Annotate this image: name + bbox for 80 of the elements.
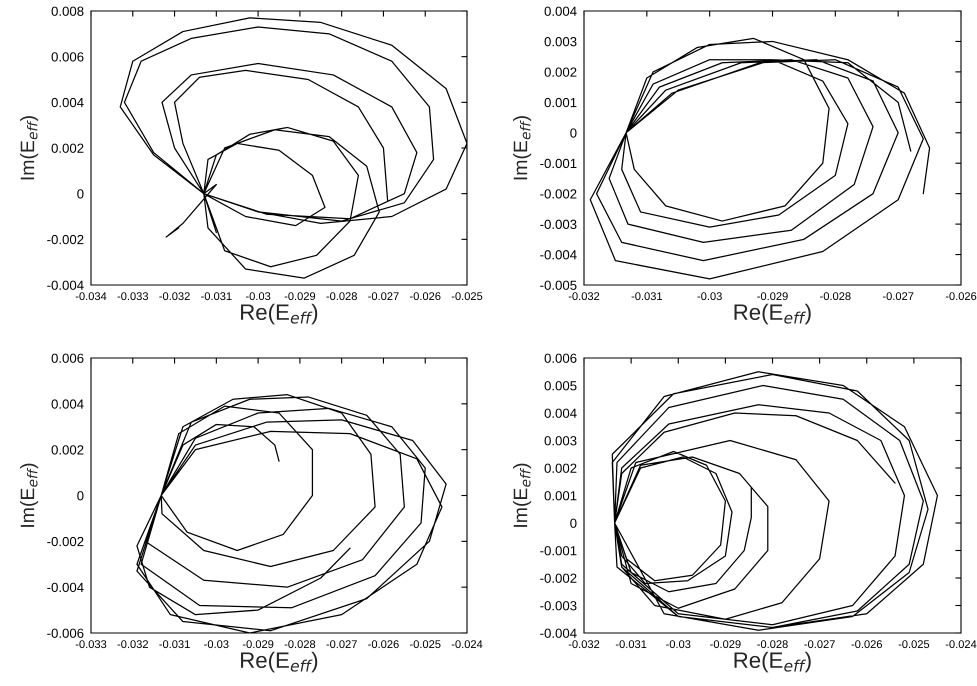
x-tick-label: -0.028 (326, 292, 357, 300)
y-tick-label: 0 (77, 189, 84, 199)
y-tick-label: 0.006 (544, 354, 576, 363)
x-tick-label: -0.032 (568, 292, 600, 300)
y-tick-label: 0.008 (52, 6, 84, 16)
y-tick-label: 0.002 (52, 445, 84, 455)
y-tick-label: -0.002 (540, 574, 576, 583)
x-tick-label: -0.029 (284, 292, 316, 300)
x-tick-label: -0.027 (882, 292, 914, 300)
y-tick-label: -0.004 (47, 280, 84, 290)
x-tick-label: -0.026 (946, 292, 976, 300)
x-tick-label: -0.027 (326, 640, 357, 648)
x-tick-label: -0.033 (76, 640, 106, 648)
x-tick-label: -0.028 (284, 640, 316, 648)
x-tick-label: -0.032 (159, 292, 190, 300)
y-tick-label: -0.004 (540, 250, 577, 260)
y-tick-label: -0.004 (540, 628, 577, 638)
y-tick-label: 0.003 (544, 37, 576, 46)
y-tick-label: -0.002 (47, 536, 84, 546)
x-tick-label: -0.03 (246, 292, 270, 300)
y-axis-title: Im(E$_{eff}$) (20, 116, 38, 180)
x-tick-label: -0.025 (898, 640, 930, 648)
x-tick-label: -0.031 (159, 640, 190, 648)
y-tick-label: 0 (77, 491, 84, 500)
x-tick-label: -0.025 (410, 640, 441, 648)
y-tick-label: -0.003 (540, 220, 576, 230)
y-tick-label: -0.004 (47, 582, 84, 592)
x-axis-title: Re(E$_{eff}$) (734, 304, 811, 324)
y-tick-label: 0.001 (544, 491, 576, 500)
x-tick-label: -0.032 (118, 640, 148, 648)
x-tick-label: -0.028 (820, 292, 851, 300)
x-tick-label: -0.031 (616, 640, 646, 648)
x-tick-label: -0.024 (452, 640, 482, 648)
y-tick-label: -0.003 (540, 601, 576, 610)
y-tick-label: 0.004 (544, 6, 577, 16)
x-tick-label: -0.03 (698, 292, 722, 300)
x-tick-label: -0.033 (118, 292, 148, 300)
x-tick-label: -0.026 (851, 640, 882, 648)
x-tick-label: -0.024 (946, 640, 976, 648)
y-tick-label: -0.002 (540, 189, 576, 199)
x-tick-label: -0.032 (568, 640, 600, 648)
y-tick-label: -0.002 (47, 234, 84, 244)
x-axis-title: Re(E$_{eff}$) (241, 304, 318, 324)
line-series (590, 38, 930, 280)
x-tick-label: -0.029 (710, 640, 741, 648)
y-tick-label: 0.004 (52, 399, 84, 409)
y-tick-label: 0.001 (544, 98, 576, 108)
y-tick-label: 0.003 (544, 436, 576, 446)
y-tick-label: 0.002 (544, 464, 576, 473)
y-tick-label: 0.006 (52, 52, 84, 62)
y-tick-label: 0.002 (544, 67, 576, 77)
x-tick-label: -0.029 (757, 292, 788, 300)
y-tick-label: -0.001 (540, 158, 576, 168)
x-tick-label: -0.027 (804, 640, 835, 648)
y-tick-label: -0.006 (47, 628, 84, 638)
x-tick-label: -0.03 (666, 640, 690, 648)
x-tick-label: -0.034 (76, 292, 106, 300)
y-tick-label: 0.002 (52, 144, 84, 153)
x-tick-label: -0.026 (368, 640, 399, 648)
y-tick-label: -0.005 (540, 280, 577, 290)
x-tick-label: -0.03 (204, 640, 229, 648)
x-tick-label: -0.031 (201, 292, 232, 300)
y-tick-label: -0.001 (540, 546, 576, 556)
y-axis-title: Im(E$_{eff}$) (513, 116, 532, 180)
x-tick-label: -0.029 (242, 640, 274, 648)
y-tick-label: 0 (570, 518, 577, 528)
y-tick-label: 0.004 (52, 98, 84, 108)
x-tick-label: -0.027 (368, 292, 399, 300)
y-tick-label: 0 (570, 128, 577, 138)
x-tick-label: -0.031 (632, 292, 662, 300)
x-axis-title: Re(E$_{eff}$) (241, 652, 318, 672)
y-axis-title: Im(E$_{eff}$) (513, 464, 532, 527)
y-tick-label: 0.004 (544, 408, 577, 418)
x-tick-label: -0.025 (452, 292, 482, 300)
y-tick-label: 0.005 (544, 381, 577, 390)
y-tick-label: 0.006 (52, 354, 84, 363)
x-tick-label: -0.028 (757, 640, 788, 648)
y-axis-title: Im(E$_{eff}$) (20, 464, 38, 527)
x-axis-title: Re(E$_{eff}$) (734, 652, 811, 672)
x-tick-label: -0.026 (410, 292, 440, 300)
